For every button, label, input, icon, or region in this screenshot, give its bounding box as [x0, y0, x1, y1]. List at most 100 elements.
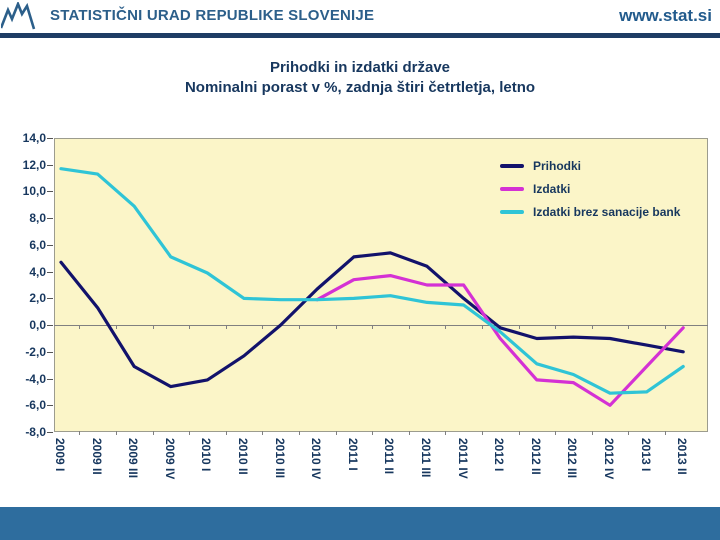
- chart-title: Prihodki in izdatki države: [269, 59, 451, 76]
- legend-item-izdatki: Izdatki: [500, 181, 680, 197]
- series-line-prihodki: [59, 251, 685, 389]
- category-tick: [335, 325, 337, 330]
- y-axis-tick: [47, 138, 53, 139]
- y-axis-tick: [47, 244, 53, 246]
- y-axis-tick: [47, 351, 53, 353]
- org-name: STATISTIČNI URAD REPUBLIKE SLOVENIJE: [50, 7, 375, 24]
- category-tick: [262, 325, 264, 330]
- y-axis-label: 14,0: [22, 131, 46, 145]
- category-tick: [628, 325, 630, 330]
- category-tick: [591, 431, 593, 435]
- y-axis-label: -4,0: [25, 371, 46, 386]
- category-tick: [408, 325, 410, 330]
- category-tick: [298, 325, 300, 330]
- y-axis-label: 8,0: [29, 211, 46, 226]
- y-axis-tick: [47, 298, 53, 300]
- x-axis-label: 2013 II: [675, 438, 690, 475]
- category-tick: [115, 325, 117, 330]
- category-tick: [445, 325, 447, 330]
- category-tick: [189, 431, 191, 435]
- category-tick: [189, 325, 191, 330]
- category-tick: [79, 325, 81, 330]
- category-tick: [555, 325, 557, 330]
- category-tick: [518, 325, 520, 330]
- x-axis-label: 2010 II: [236, 438, 250, 475]
- y-axis-tick: [47, 164, 53, 166]
- x-axis-label: 2010 IV: [309, 438, 324, 480]
- x-axis-label: 2012 IV: [602, 438, 616, 480]
- y-axis-label: -2,0: [25, 344, 46, 359]
- category-tick: [664, 431, 666, 435]
- category-tick: [335, 431, 337, 435]
- legend-label: Prihodki: [533, 159, 582, 173]
- y-axis-tick: [47, 271, 53, 273]
- legend-swatch-izdatki: [500, 187, 524, 191]
- category-tick: [152, 431, 154, 435]
- header-rule: [0, 33, 720, 38]
- chart-subtitle: Nominalni porast v %, zadnja štiri četrt…: [184, 79, 536, 96]
- category-tick: [225, 325, 227, 330]
- x-axis-label: 2009 III: [126, 438, 141, 479]
- y-axis-label: 6,0: [29, 237, 46, 252]
- x-axis-label: 2012 II: [528, 438, 543, 475]
- chart-legend: Prihodki Izdatki Izdatki brez sanacije b…: [500, 158, 680, 227]
- y-axis-label: -8,0: [25, 425, 46, 439]
- legend-item-prihodki: Prihodki: [500, 158, 680, 174]
- header: STATISTIČNI URAD REPUBLIKE SLOVENIJE www…: [0, 0, 720, 33]
- category-tick: [152, 325, 154, 330]
- series-plot: [59, 167, 685, 407]
- category-tick: [445, 431, 447, 435]
- category-tick: [664, 325, 666, 330]
- x-axis-label: 2012 I: [492, 438, 507, 472]
- category-tick: [408, 431, 410, 435]
- category-tick: [518, 431, 520, 435]
- x-axis-label: 2011 I: [345, 438, 360, 471]
- y-axis-tick: [47, 218, 53, 220]
- legend-swatch-izdatki-brez-sanacije-bank: [500, 210, 524, 214]
- y-axis-label: 0,0: [29, 318, 46, 333]
- legend-label: Izdatki: [533, 182, 571, 196]
- x-axis-label: 2009 IV: [162, 438, 177, 480]
- category-tick: [225, 431, 227, 435]
- category-tick: [372, 431, 374, 435]
- x-axis-label: 2012 III: [565, 438, 580, 479]
- x-axis-label: 2009 II: [89, 438, 104, 475]
- category-tick: [372, 325, 374, 330]
- x-axis-label: 2010 I: [199, 438, 214, 472]
- y-axis-label: 2,0: [29, 291, 46, 306]
- category-tick: [555, 431, 557, 435]
- website-link[interactable]: www.stat.si: [619, 6, 712, 25]
- category-tick: [262, 431, 264, 435]
- legend-swatch-prihodki: [500, 164, 524, 168]
- category-tick: [481, 431, 483, 435]
- y-axis-tick: [47, 325, 53, 327]
- y-axis-tick: [47, 191, 53, 193]
- y-axis-label: 10,0: [22, 184, 46, 199]
- surs-logo-icon: [1, 2, 36, 30]
- x-axis-label: 2010 III: [272, 438, 287, 479]
- category-tick: [628, 431, 630, 435]
- category-tick: [591, 325, 593, 330]
- x-axis-label: 2013 I: [638, 438, 653, 472]
- x-axis-label: 2011 III: [419, 438, 433, 478]
- category-tick: [481, 325, 483, 330]
- y-axis-tick: [47, 432, 53, 433]
- series-line-izdatki-brez-sanacije-bank: [59, 167, 685, 395]
- legend-item-izdatki-brez-sanacije-bank: Izdatki brez sanacije bank: [500, 204, 680, 220]
- y-axis-tick: [47, 378, 53, 380]
- y-axis-label: 12,0: [22, 157, 46, 172]
- zero-gridline: [54, 325, 708, 327]
- x-axis-label: 2009 I: [53, 438, 67, 472]
- legend-label: Izdatki brez sanacije bank: [533, 205, 681, 219]
- y-axis-label: -6,0: [25, 398, 46, 413]
- y-axis-tick: [47, 405, 53, 407]
- category-tick: [79, 431, 81, 435]
- x-axis-label: 2011 II: [382, 438, 397, 475]
- category-tick: [298, 431, 300, 435]
- category-tick: [115, 431, 117, 435]
- y-axis-label: 4,0: [29, 264, 46, 279]
- x-axis-label: 2011 IV: [455, 438, 470, 479]
- footer-bar: [0, 507, 720, 540]
